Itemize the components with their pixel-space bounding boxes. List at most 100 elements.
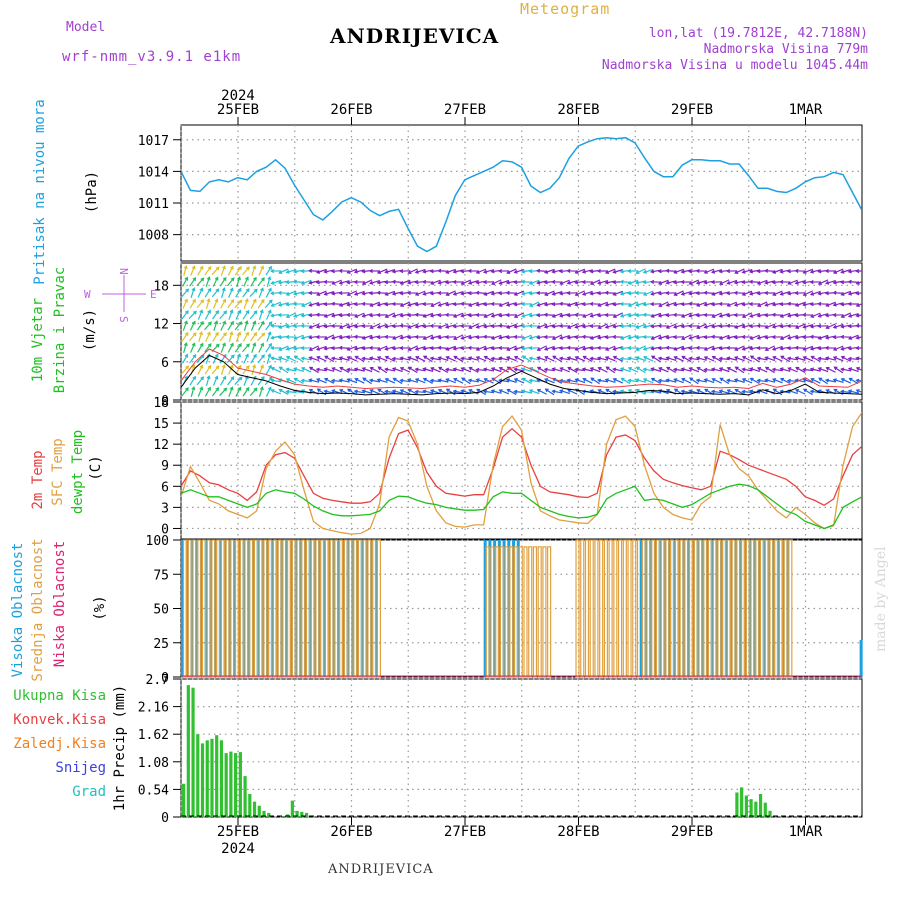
wind-arrow xyxy=(271,367,281,373)
wind-arrow-head xyxy=(430,367,435,371)
wind-arrow-head xyxy=(399,366,404,371)
wind-arrow xyxy=(197,387,203,397)
wind-arrow xyxy=(236,277,241,287)
wind-arrow-head xyxy=(308,347,313,352)
wind-arrow xyxy=(198,332,203,342)
cloud-bar xyxy=(731,539,736,678)
precip-bar xyxy=(229,751,233,817)
cloud-bar xyxy=(580,539,585,678)
wind-arrow-head xyxy=(238,321,243,326)
wind-arrow-head xyxy=(657,313,662,318)
pressure-line xyxy=(181,136,862,253)
wind-arrow xyxy=(696,357,707,361)
wind-arrow xyxy=(613,356,623,362)
wind-arrow-head xyxy=(810,314,815,318)
wind-arrow xyxy=(833,378,844,384)
wind-arrow-head xyxy=(855,345,860,351)
wind-arrow xyxy=(362,279,373,285)
wind-arrow xyxy=(190,343,196,353)
wind-arrow xyxy=(316,290,327,296)
wind-arrow-head xyxy=(452,324,457,329)
wind-arrow xyxy=(529,279,540,285)
wind-arrow xyxy=(605,292,616,294)
wind-arrow xyxy=(309,345,319,351)
wind-arrow-head xyxy=(222,298,227,303)
wind-arrow-head xyxy=(604,335,609,340)
wind-arrow xyxy=(605,345,616,351)
wind-arrow-head xyxy=(513,346,518,351)
cloud-bar xyxy=(759,539,765,678)
wind-arrow xyxy=(818,357,829,361)
wind-arrow xyxy=(385,390,396,394)
wind-arrow xyxy=(354,346,365,350)
wind-arrow xyxy=(712,290,722,296)
wind-arrow-head xyxy=(855,378,860,383)
wind-arrow-head xyxy=(619,301,624,307)
wind-arrow xyxy=(749,390,761,394)
wind-arrow-head xyxy=(323,314,328,318)
wind-arrow-head xyxy=(748,269,754,274)
wind-arrow-head xyxy=(453,377,458,382)
wind-arrow-head xyxy=(338,313,343,318)
wind-arrow-head xyxy=(756,367,762,371)
wind-arrow xyxy=(704,268,715,274)
wind-arrow-head xyxy=(245,331,249,336)
wind-arrow xyxy=(226,354,235,364)
wind-arrow-head xyxy=(832,378,837,383)
top-day-label: 1MAR xyxy=(789,102,823,118)
wind-arrow xyxy=(483,390,495,394)
cloud-bar xyxy=(739,540,743,677)
wind-arrow xyxy=(628,367,639,373)
wind-arrow-head xyxy=(673,324,678,329)
wind-arrow-head xyxy=(490,336,495,340)
wind-arrow xyxy=(339,357,350,361)
wind-arrow-head xyxy=(741,269,746,274)
wind-arrow xyxy=(264,299,273,309)
wind-arrow-head xyxy=(748,324,753,329)
wind-arrow xyxy=(620,312,631,318)
wind-arrow-head xyxy=(825,389,830,393)
wind-arrow-head xyxy=(764,268,769,273)
wind-arrow-head xyxy=(259,309,264,314)
wind-arrow-head xyxy=(528,291,533,296)
wind-arrow-head xyxy=(285,334,290,340)
wind-arrow-head xyxy=(718,356,723,361)
wind-arrow xyxy=(301,367,312,373)
cloud-bar xyxy=(249,539,254,678)
wind-arrow-head xyxy=(840,292,845,296)
wind-arrow xyxy=(537,366,547,374)
wind-arrow xyxy=(583,378,593,384)
wind-arrow xyxy=(354,312,365,318)
wind-arrow xyxy=(833,302,844,306)
wind-arrow xyxy=(476,345,487,351)
wind-arrow-head xyxy=(237,287,242,292)
wind-arrow xyxy=(582,269,593,273)
wind-arrow xyxy=(544,378,555,384)
wind-arrow xyxy=(689,279,700,285)
cloud-bar xyxy=(209,540,213,677)
cloud-bar xyxy=(277,539,282,678)
wind-arrow-head xyxy=(490,313,495,318)
wind-arrow xyxy=(742,368,753,372)
wind-arrow xyxy=(294,312,304,318)
wind-arrow xyxy=(833,345,844,351)
wind-arrow xyxy=(400,335,411,339)
wind-arrow-head xyxy=(718,367,723,372)
wind-arrow-head xyxy=(384,269,389,274)
wind-arrow-head xyxy=(192,354,197,358)
wind-arrow-head xyxy=(445,388,450,393)
wind-arrow xyxy=(212,310,219,320)
wind-arrow xyxy=(788,367,798,373)
wind-arrow xyxy=(848,291,859,295)
wind-arrow-head xyxy=(268,299,273,304)
wind-arrow xyxy=(552,312,563,318)
wind-arrow-head xyxy=(574,347,579,351)
wind-arrow xyxy=(856,303,862,307)
wind-arrow-head xyxy=(855,335,860,340)
wind-arrow-head xyxy=(278,366,283,371)
wind-arrow-head xyxy=(229,331,234,336)
cloud-bar xyxy=(644,540,648,677)
wind-arrow-head xyxy=(270,280,275,285)
wind-arrow-head xyxy=(429,389,435,394)
wind-arrow xyxy=(423,390,434,394)
